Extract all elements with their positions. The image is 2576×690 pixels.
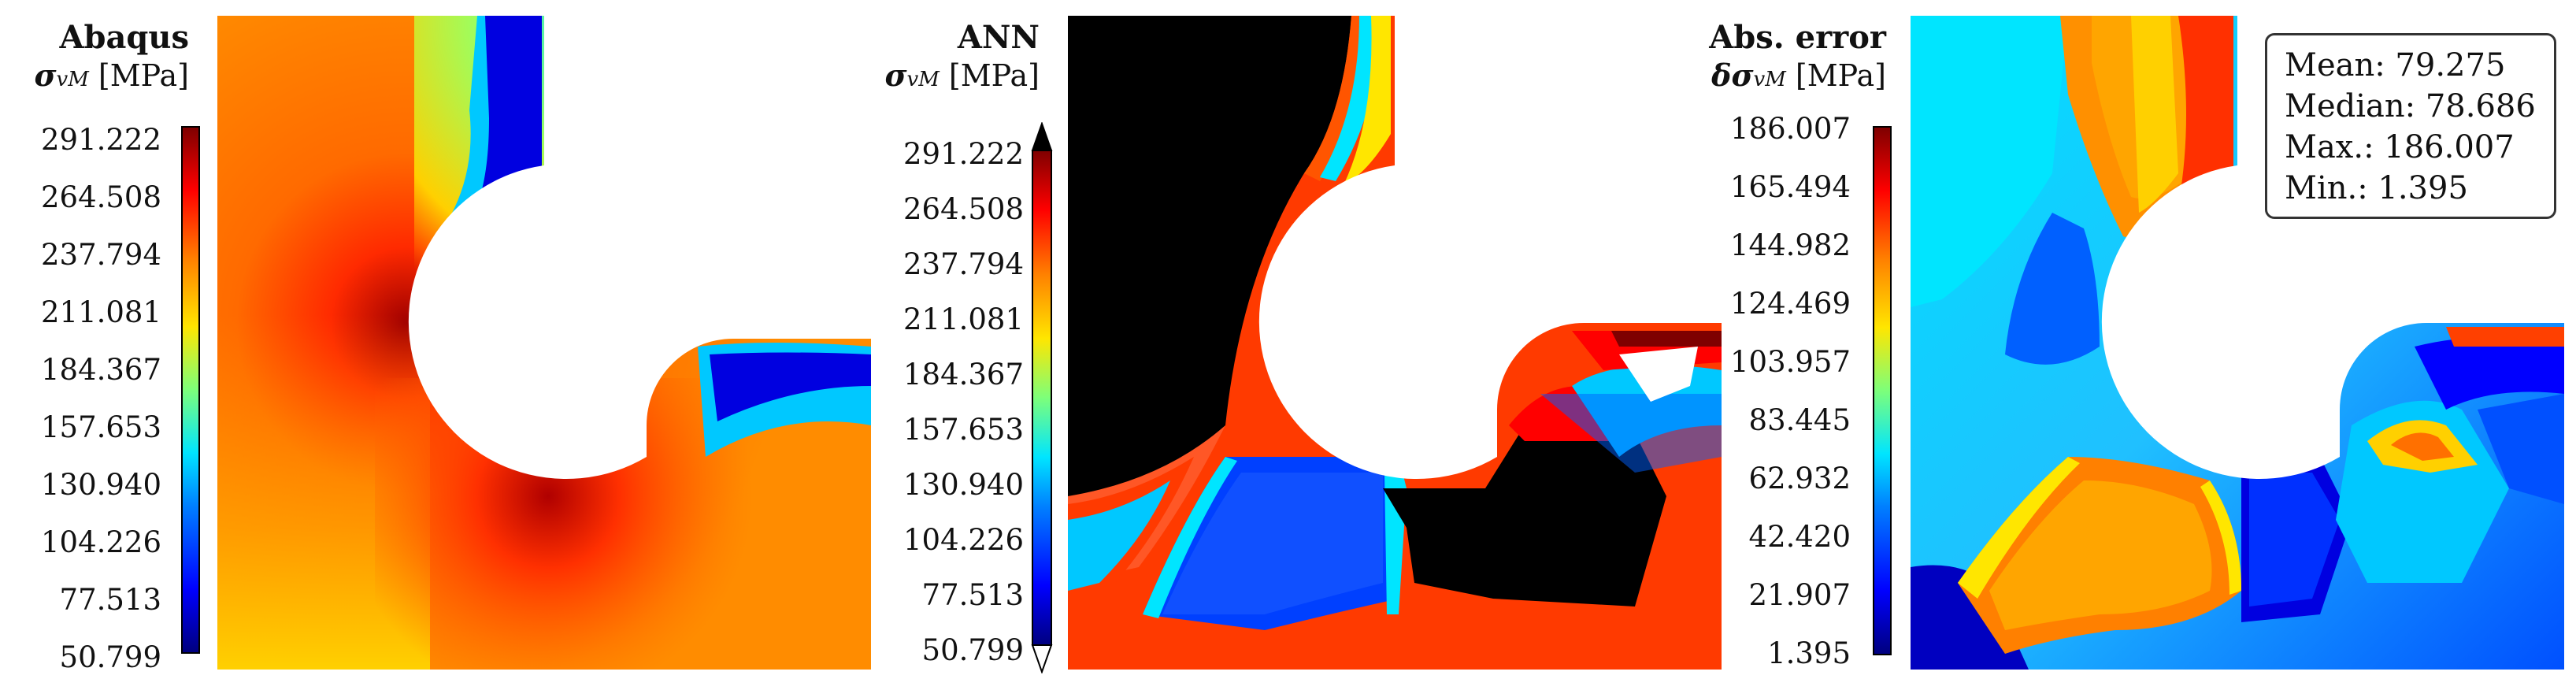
stress-field-ann <box>1068 16 1722 670</box>
colorbar-label-abaqus: σvM [MPa] <box>34 58 189 93</box>
tick-label: 291.222 <box>40 123 161 157</box>
colorbar-label-ann: σvM [MPa] <box>884 58 1040 93</box>
tick-label: 124.469 <box>1729 287 1851 321</box>
stat-median: Median: 78.686 <box>2285 88 2536 124</box>
stats-box: Mean: 79.275 Median: 78.686 Max.: 186.00… <box>2265 33 2556 219</box>
tick-label: 186.007 <box>1729 112 1851 146</box>
tick-label: 62.932 <box>1748 462 1851 495</box>
panel-ann: ANN σvM [MPa] 291.222 264.508 237.794 21… <box>851 0 1722 690</box>
colorbar-abaqus <box>181 126 200 654</box>
tick-label: 184.367 <box>903 358 1024 391</box>
stat-max: Max.: 186.007 <box>2285 129 2515 165</box>
tick-label: 21.907 <box>1748 578 1851 612</box>
panel-title-abaqus: Abaqus <box>59 19 190 56</box>
tick-column-error: 186.007 165.494 144.982 124.469 103.957 … <box>1662 0 1851 690</box>
colorbar-label-error: δσvM [MPa] <box>1711 58 1886 93</box>
colorbar-title-error: Abs. error δσvM [MPa] <box>1662 19 1886 98</box>
stress-field-abaqus <box>217 16 871 670</box>
tick-label: 42.420 <box>1748 520 1851 554</box>
tick-label: 157.653 <box>40 410 161 444</box>
tick-label: 1.395 <box>1767 636 1851 670</box>
tick-label: 103.957 <box>1729 345 1851 379</box>
panel-title-error: Abs. error <box>1709 19 1886 56</box>
tick-label: 104.226 <box>903 523 1024 557</box>
tick-label: 50.799 <box>59 640 161 674</box>
tick-label: 184.367 <box>40 353 161 387</box>
colorbar-ann <box>1031 122 1053 673</box>
tick-label: 104.226 <box>40 525 161 559</box>
tick-label: 291.222 <box>903 137 1024 171</box>
panel-abaqus: Abaqus σvM [MPa] 291.222 264.508 237.794… <box>0 0 871 690</box>
colorbar-title-ann: ANN σvM [MPa] <box>851 19 1040 98</box>
colorbar-title-abaqus: Abaqus σvM [MPa] <box>0 19 189 98</box>
stat-mean: Mean: 79.275 <box>2285 47 2506 83</box>
tick-label: 157.653 <box>903 413 1024 447</box>
panel-title-ann: ANN <box>957 19 1040 56</box>
tick-label: 50.799 <box>921 633 1024 667</box>
tick-label: 130.940 <box>903 468 1024 502</box>
stat-min: Min.: 1.395 <box>2285 170 2468 206</box>
tick-label: 211.081 <box>40 295 161 329</box>
tick-label: 130.940 <box>40 468 161 502</box>
colorbar-error <box>1873 126 1892 655</box>
tick-label: 211.081 <box>903 302 1024 336</box>
tick-column-ann: 291.222 264.508 237.794 211.081 184.367 … <box>851 0 1024 690</box>
tick-label: 144.982 <box>1729 228 1851 262</box>
tick-label: 77.513 <box>59 583 161 617</box>
panel-abs-error: Abs. error δσvM [MPa] 186.007 165.494 14… <box>1662 0 2576 690</box>
tick-label: 165.494 <box>1729 170 1851 204</box>
tick-column-abaqus: 291.222 264.508 237.794 211.081 184.367 … <box>0 0 161 690</box>
tick-label: 264.508 <box>903 192 1024 226</box>
tick-label: 83.445 <box>1748 403 1851 437</box>
tick-label: 264.508 <box>40 180 161 214</box>
tick-label: 237.794 <box>40 238 161 272</box>
tick-label: 77.513 <box>921 578 1024 612</box>
tick-label: 237.794 <box>903 247 1024 281</box>
